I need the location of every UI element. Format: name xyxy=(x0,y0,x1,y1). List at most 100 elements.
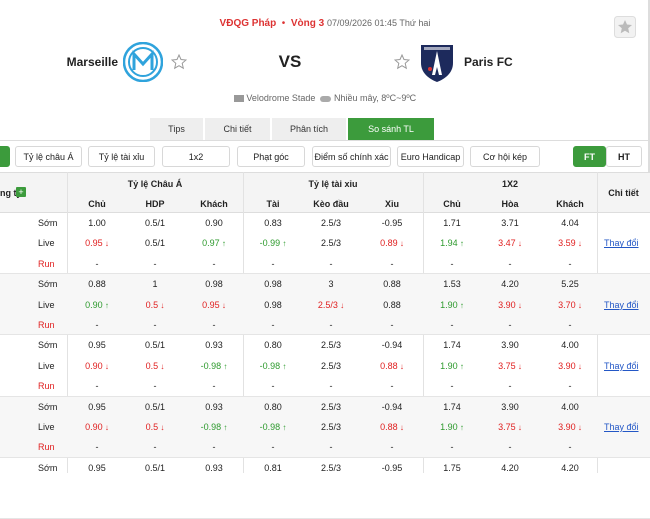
odds-value: 3.75 xyxy=(498,422,516,432)
odds-value: - xyxy=(212,258,216,269)
odds-cell: - xyxy=(186,442,242,452)
row-label: Live xyxy=(38,360,55,371)
odds-cell: 0.88 ↓ xyxy=(364,361,420,371)
tab[interactable]: Chi tiết xyxy=(205,118,270,140)
filter-button[interactable]: Euro Handicap xyxy=(397,146,464,167)
trend-arrow: ↓ xyxy=(102,239,109,249)
odds-cell: 0.5/1 xyxy=(127,402,183,412)
filter-button[interactable]: Điểm số chính xác xyxy=(312,146,391,167)
change-link[interactable]: Thay đổi xyxy=(604,422,639,432)
period-button[interactable]: FT xyxy=(573,146,606,167)
odds-cell: 0.5/1 xyxy=(127,340,183,350)
tab[interactable]: So sánh TL xyxy=(348,118,434,140)
away-star[interactable] xyxy=(394,54,410,70)
odds-value: 0.89 xyxy=(380,238,398,249)
odds-value: - xyxy=(153,258,157,269)
odds-value: 3.90 xyxy=(501,401,519,412)
period-button[interactable]: HT xyxy=(606,146,642,167)
trend-arrow: ↓ xyxy=(515,239,522,249)
match-info: VĐQG Pháp • Vòng 3 07/09/2026 01:45 Thứ … xyxy=(0,18,650,29)
odds-cell: 0.90 ↑ xyxy=(69,300,125,310)
odds-value: - xyxy=(95,381,99,392)
trend-arrow: ↓ xyxy=(515,423,522,432)
odds-cell: 3.70 ↓ xyxy=(542,300,598,310)
tab[interactable]: Phân tích xyxy=(272,118,346,140)
odds-block xyxy=(0,335,650,397)
filter-button[interactable]: Tỷ lệ tài xỉu xyxy=(88,146,155,167)
odds-value: - xyxy=(95,320,99,330)
odds-value: 3.70 xyxy=(558,299,576,310)
odds-cell: 0.98 xyxy=(186,279,242,289)
odds-cell: - xyxy=(127,320,183,330)
trend-arrow: ↑ xyxy=(280,361,287,371)
odds-cell: 0.88 xyxy=(69,279,125,289)
odds-cell: 2.5/3 xyxy=(303,463,359,473)
odds-cell: 2.5/3 ↓ xyxy=(303,300,359,310)
odds-value: 0.95 xyxy=(88,340,106,351)
add-icon: + xyxy=(16,187,26,197)
row-label: Live xyxy=(38,299,55,310)
odds-cell: 1.53 xyxy=(424,279,480,289)
odds-value: -0.98 xyxy=(200,360,222,371)
odds-cell: -0.99 ↑ xyxy=(245,238,301,248)
odds-cell: 0.95 ↓ xyxy=(69,238,125,248)
odds-cell: 1.90 ↑ xyxy=(424,361,480,371)
favorite-button[interactable] xyxy=(614,16,636,38)
odds-cell: - xyxy=(69,442,125,452)
odds-value: -0.99 xyxy=(259,238,281,249)
trend-arrow: ↑ xyxy=(280,239,287,249)
odds-cell: -0.98 ↑ xyxy=(186,422,242,432)
odds-cell: 0.88 xyxy=(364,300,420,310)
league: VĐQG Pháp xyxy=(219,18,277,29)
tab[interactable]: Tips xyxy=(150,118,203,140)
odds-cell: 3.90 ↓ xyxy=(542,422,598,432)
filter-button[interactable]: 1x2 xyxy=(162,146,230,167)
odds-cell: 4.20 xyxy=(482,279,538,289)
odds-cell: -0.98 ↑ xyxy=(245,361,301,371)
odds-cell: 0.81 xyxy=(245,463,301,473)
column-header: Chủ xyxy=(443,199,461,209)
odds-cell: - xyxy=(303,442,359,452)
odds-cell: - xyxy=(364,320,420,330)
odds-cell: 3.47 ↓ xyxy=(482,238,538,248)
filter-button[interactable]: Phạt góc xyxy=(237,146,305,167)
odds-value: - xyxy=(329,320,333,330)
column-header: Khách xyxy=(556,199,584,209)
odds-value: 2.5/3 xyxy=(320,218,342,228)
odds-value: 0.90 xyxy=(85,360,103,371)
odds-value: - xyxy=(568,258,572,269)
change-link[interactable]: Thay đổi xyxy=(604,238,639,249)
row-label: Sớm xyxy=(38,279,58,290)
odds-cell: - xyxy=(303,381,359,391)
odds-cell: 1.75 xyxy=(424,463,480,473)
odds-value: 0.97 xyxy=(202,238,220,249)
odds-cell: - xyxy=(424,320,480,330)
odds-cell: - xyxy=(127,381,183,391)
odds-cell: - xyxy=(482,381,538,391)
odds-cell: 3.71 xyxy=(482,218,538,228)
change-link[interactable]: Thay đổi xyxy=(604,360,639,371)
trend-arrow: ↑ xyxy=(457,423,464,432)
odds-cell: 3.75 ↓ xyxy=(482,361,538,371)
filter-button[interactable] xyxy=(0,146,10,167)
odds-value: 0.98 xyxy=(205,279,223,290)
datetime: 07/09/2026 01:45 Thứ hai xyxy=(326,18,431,28)
separator: • xyxy=(279,18,289,29)
filter-button[interactable]: Tỷ lệ châu Á xyxy=(15,146,82,167)
odds-value: 0.5/1 xyxy=(144,238,166,249)
odds-value: 0.90 xyxy=(85,299,103,310)
odds-cell: 2.5/3 xyxy=(303,340,359,350)
odds-value: - xyxy=(153,320,157,330)
filter-button[interactable]: Cơ hội kép xyxy=(470,146,540,167)
trend-arrow: ↓ xyxy=(102,361,109,371)
odds-value: 0.5 xyxy=(145,299,159,310)
change-link[interactable]: Thay đổi xyxy=(604,299,639,310)
home-star[interactable] xyxy=(171,54,187,70)
odds-value: 3.90 xyxy=(498,299,516,310)
odds-cell: 3.59 ↓ xyxy=(542,238,598,248)
odds-value: 4.04 xyxy=(561,218,579,228)
odds-value: 1.90 xyxy=(440,360,458,371)
odds-cell: 4.00 xyxy=(542,340,598,350)
odds-cell: 4.04 xyxy=(542,218,598,228)
row-label: Live xyxy=(38,422,55,432)
